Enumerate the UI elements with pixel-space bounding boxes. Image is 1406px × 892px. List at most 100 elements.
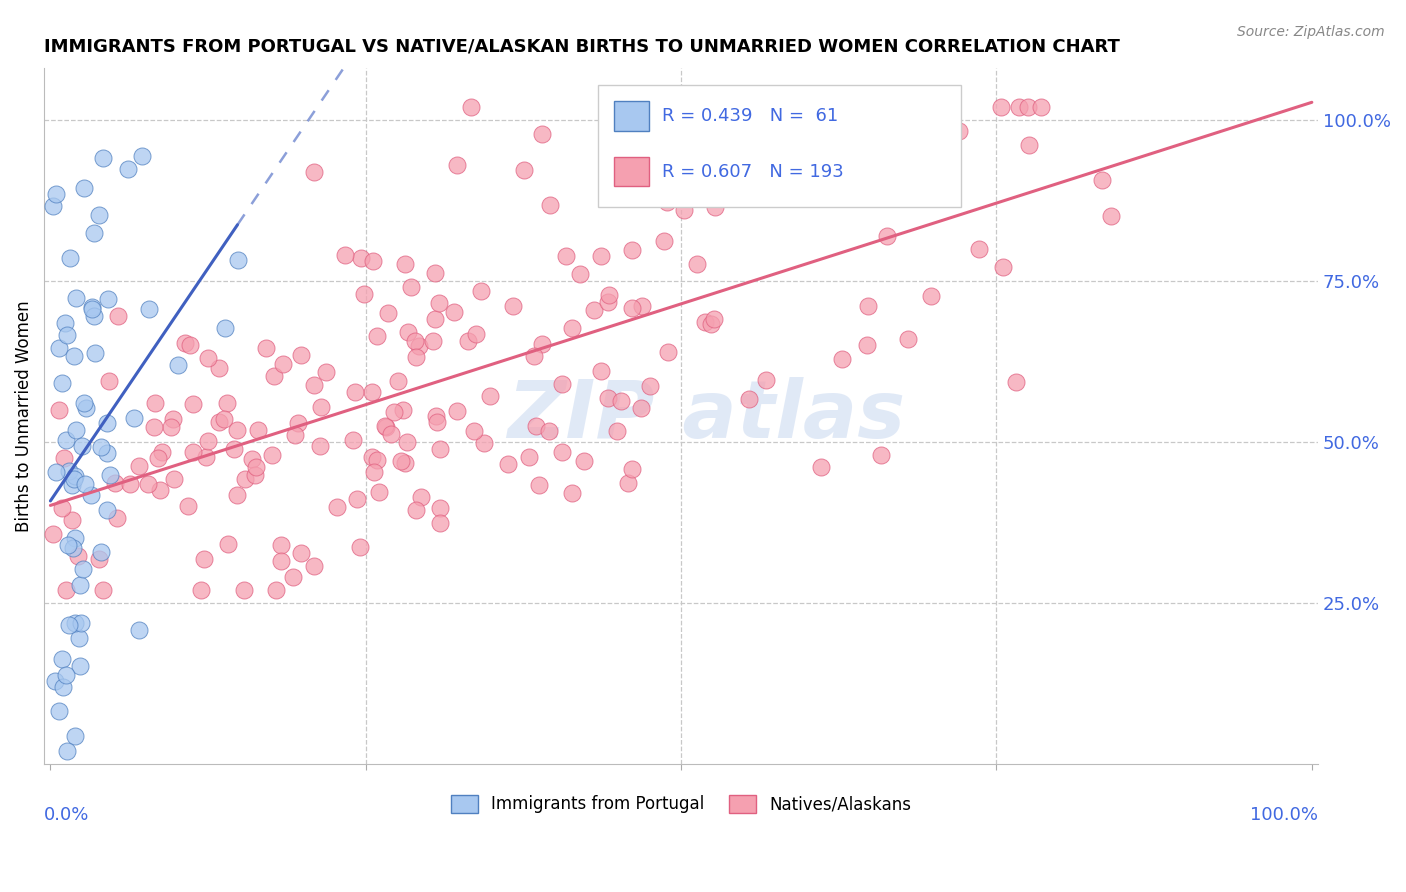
Y-axis label: Births to Unmarried Women: Births to Unmarried Women [15,301,32,532]
FancyBboxPatch shape [613,157,650,186]
Point [780,191,803,205]
Point [967,242,990,256]
Point [530,127,553,141]
Point [350,251,373,265]
Point [529,478,551,492]
Point [426,415,449,429]
Point [460,100,482,114]
Text: IMMIGRANTS FROM PORTUGAL VS NATIVE/ALASKAN BIRTHS TO UNMARRIED WOMEN CORRELATION: IMMIGRANTS FROM PORTUGAL VS NATIVE/ALASK… [44,37,1121,55]
Point [245,467,267,482]
Point [80,488,103,502]
Point [48,403,70,417]
Point [225,423,247,437]
Point [260,448,283,462]
Point [128,458,150,473]
Point [464,326,486,341]
Point [638,378,661,392]
Point [63,349,86,363]
Point [90,440,112,454]
Point [876,229,898,244]
Point [302,378,325,392]
Point [52,680,75,694]
Point [405,502,427,516]
Point [70,616,93,631]
Point [496,458,519,472]
Point [42,527,65,541]
Point [96,503,118,517]
Point [190,583,212,598]
Point [343,385,366,400]
Point [1018,137,1040,152]
Point [513,163,536,178]
Point [55,583,77,598]
Text: R = 0.607   N = 193: R = 0.607 N = 193 [662,162,844,181]
FancyBboxPatch shape [613,102,650,130]
Point [856,338,879,352]
Point [401,280,423,294]
Point [197,434,219,449]
Point [652,234,675,248]
Point [217,537,239,551]
Point [589,249,612,263]
Point [45,186,67,201]
Point [281,570,304,584]
Point [858,115,880,129]
Point [315,365,337,379]
Point [72,562,94,576]
Point [523,349,546,363]
Point [63,531,86,545]
Point [51,376,73,390]
Point [173,336,195,351]
Point [360,384,382,399]
Point [96,416,118,430]
Point [162,412,184,426]
Point [703,200,725,214]
Point [392,403,415,417]
Point [882,151,904,165]
Point [333,248,356,262]
Point [617,476,640,491]
Text: 0.0%: 0.0% [44,806,90,824]
Point [366,453,388,467]
Point [429,500,451,515]
Point [58,464,80,478]
Point [270,538,292,552]
Point [394,257,416,271]
Point [620,301,643,315]
Point [302,165,325,179]
Point [561,321,583,335]
Point [446,158,468,172]
Point [89,208,111,222]
Point [103,475,125,490]
Point [408,339,430,353]
Point [948,124,970,138]
Point [693,315,716,329]
Point [55,667,77,681]
Point [326,500,349,514]
Point [783,162,806,177]
Point [70,439,93,453]
Point [256,341,278,355]
Point [538,198,561,212]
Point [375,420,398,434]
Point [800,188,823,202]
Point [181,397,204,411]
Point [208,415,231,429]
Point [96,446,118,460]
Point [138,301,160,316]
Point [309,439,332,453]
Point [224,442,246,457]
Point [427,296,450,310]
Point [83,226,105,240]
Point [166,359,188,373]
Point [284,427,307,442]
Point [98,467,121,482]
Point [131,148,153,162]
Point [208,361,231,376]
Point [45,465,67,479]
Point [233,583,256,598]
Point [53,451,76,466]
Point [538,424,561,438]
Point [263,369,285,384]
Point [610,393,633,408]
